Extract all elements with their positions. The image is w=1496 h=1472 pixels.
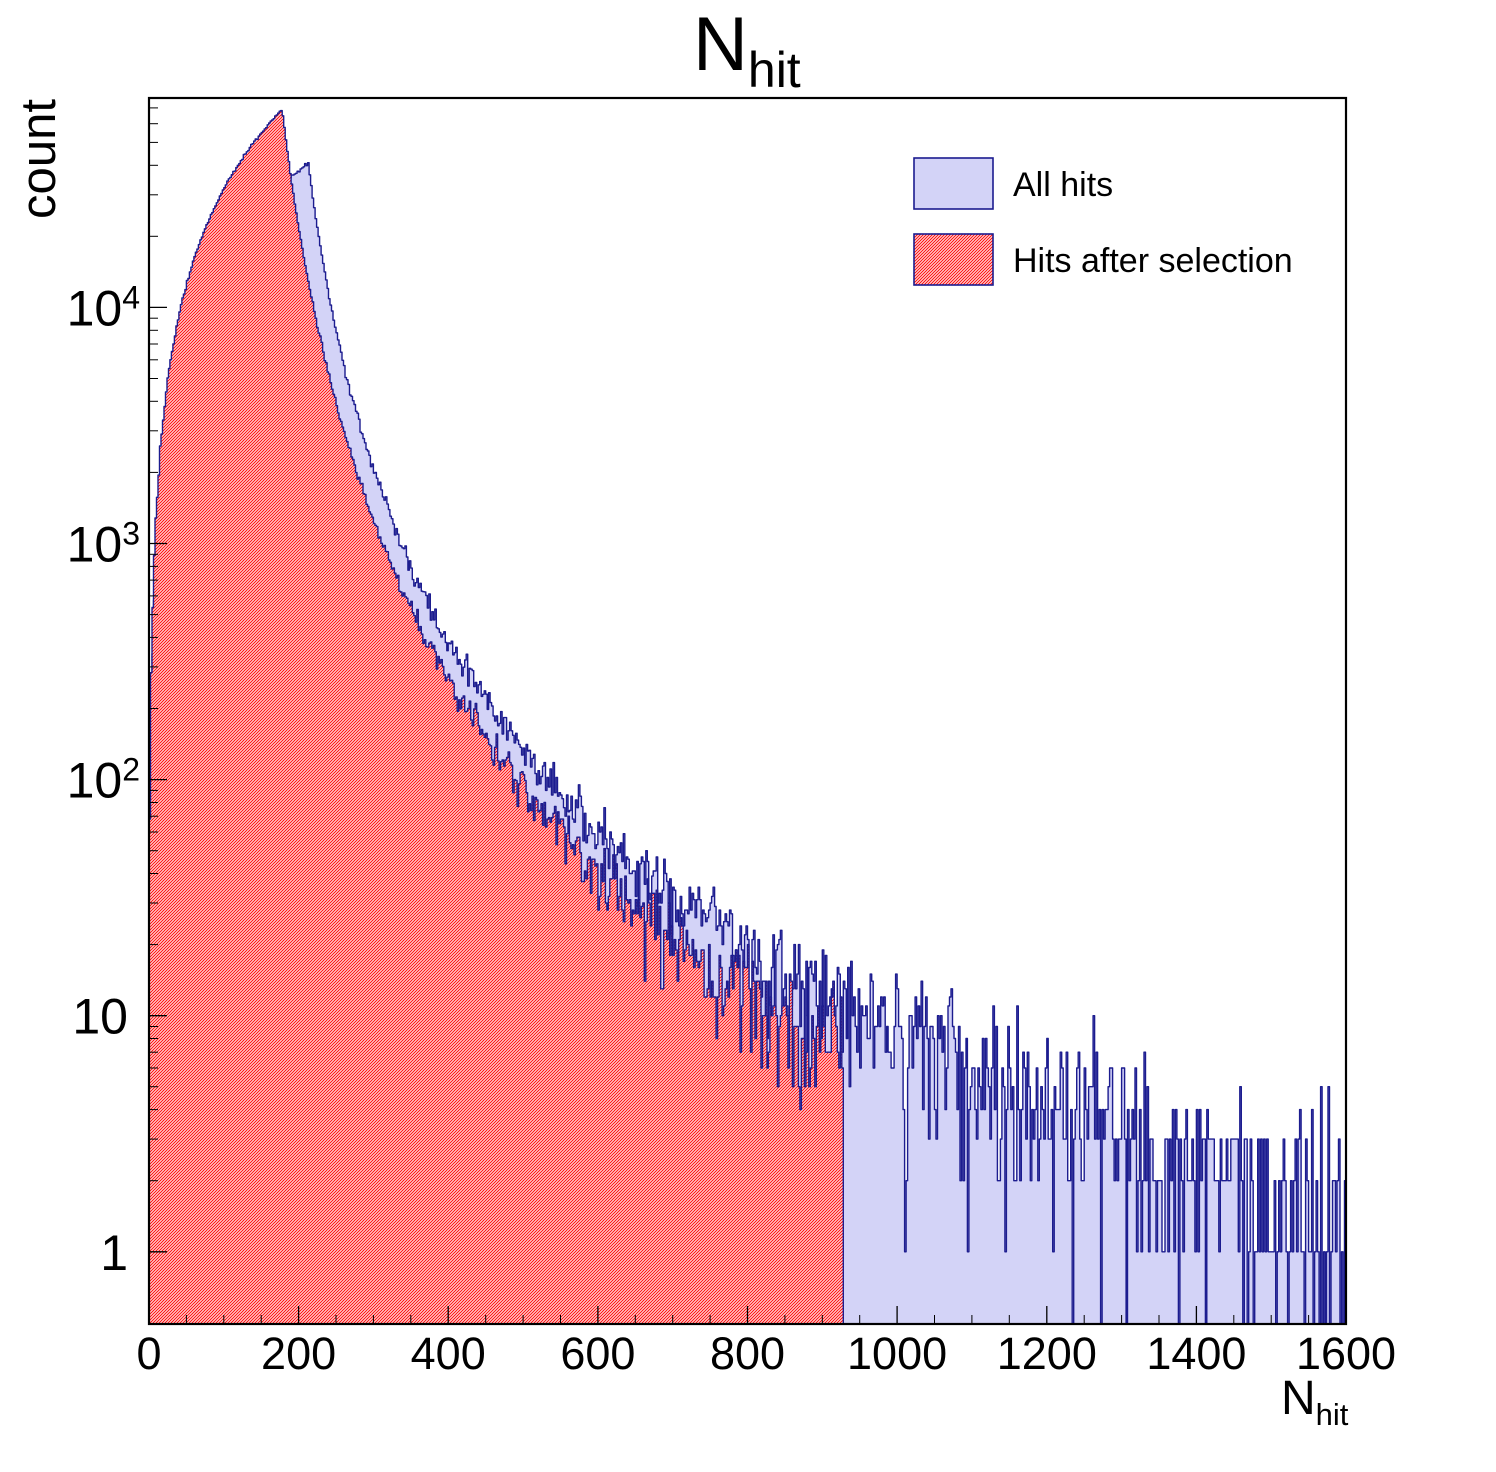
svg-text:All hits: All hits	[1013, 166, 1113, 204]
svg-text:600: 600	[560, 1328, 635, 1379]
svg-text:10: 10	[72, 989, 128, 1045]
svg-text:1600: 1600	[1296, 1328, 1396, 1379]
svg-text:1200: 1200	[997, 1328, 1097, 1379]
svg-text:1000: 1000	[847, 1328, 947, 1379]
svg-text:0: 0	[136, 1328, 161, 1379]
svg-text:1400: 1400	[1146, 1328, 1246, 1379]
svg-text:200: 200	[261, 1328, 336, 1379]
svg-text:Hits after selection: Hits after selection	[1013, 242, 1293, 280]
svg-text:1: 1	[100, 1225, 128, 1281]
svg-text:800: 800	[710, 1328, 785, 1379]
svg-text:count: count	[12, 99, 66, 219]
svg-text:400: 400	[411, 1328, 486, 1379]
